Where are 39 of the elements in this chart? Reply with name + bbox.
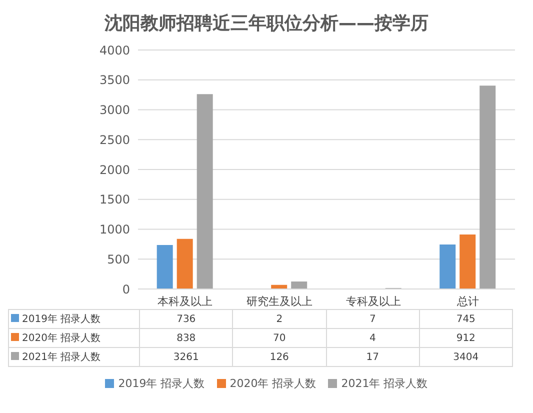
data-label: 3404 xyxy=(419,348,512,366)
data-label: 745 xyxy=(419,310,512,328)
text: 2019年 招录人数 xyxy=(118,377,205,390)
y-tick-label: 1000 xyxy=(99,222,130,237)
y-tick-label: 4000 xyxy=(99,43,130,58)
legend-label: 2019年 招录人数 xyxy=(8,310,140,328)
data-label: 736 xyxy=(140,310,233,328)
text: 2020年 招录人数 xyxy=(230,377,316,390)
bar xyxy=(196,94,213,289)
data-label: 7 xyxy=(326,310,420,328)
y-tick-label: 2500 xyxy=(99,132,130,147)
y-tick-label: 0 xyxy=(122,282,130,296)
y-tick-label: 3000 xyxy=(99,103,130,118)
data-label: 2 xyxy=(232,310,326,328)
x-tick-label: 总计 xyxy=(456,294,479,308)
legend-label: 2020年 招录人数 xyxy=(8,328,140,348)
y-tick-label: 1500 xyxy=(99,192,130,207)
chart-title: 沈阳教师招聘近三年职位分析——按学历 xyxy=(103,12,430,36)
data-label: 17 xyxy=(326,348,420,366)
x-tick-label: 研究生及以上 xyxy=(246,294,312,308)
bar xyxy=(460,234,476,289)
bar xyxy=(480,86,496,289)
data-label: 838 xyxy=(140,328,233,348)
bar xyxy=(156,245,173,289)
x-tick-label: 专科及以上 xyxy=(346,294,402,308)
data-label: 912 xyxy=(419,328,512,348)
x-tick-label: 本科及以上 xyxy=(158,294,213,308)
data-label: 4 xyxy=(326,328,420,348)
text: 2021年 招录人数 xyxy=(22,352,101,363)
y-tick-label: 3500 xyxy=(99,73,130,88)
legend-label: 2021年 招录人数 xyxy=(341,376,428,391)
y-tick-label: 2000 xyxy=(99,162,130,177)
bar xyxy=(176,238,193,289)
data-label: 3261 xyxy=(140,348,233,366)
bar xyxy=(440,244,456,289)
y-tick-label: 500 xyxy=(107,252,130,266)
data-label: 126 xyxy=(232,348,326,366)
bar xyxy=(291,281,308,289)
data-label: 70 xyxy=(232,328,326,348)
